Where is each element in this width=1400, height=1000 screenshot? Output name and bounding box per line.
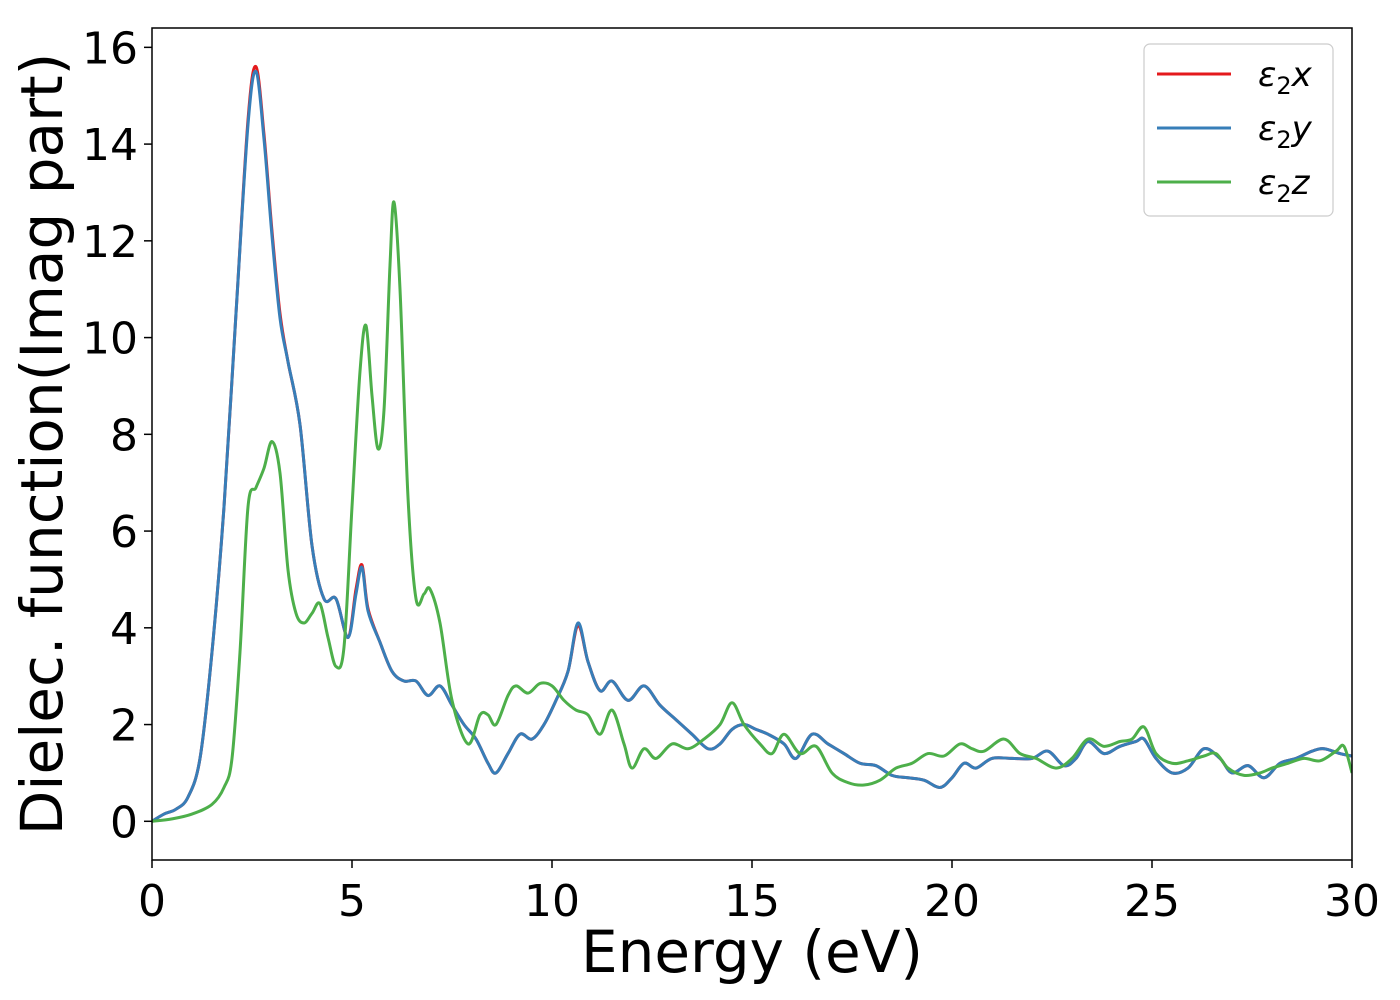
x-tick-label: 25 xyxy=(1124,876,1180,927)
y-tick-label: 16 xyxy=(82,23,138,74)
x-tick-label: 20 xyxy=(924,876,980,927)
y-tick-label: 12 xyxy=(82,217,138,268)
y-tick-label: 0 xyxy=(110,797,138,848)
x-axis-label: Energy (eV) xyxy=(581,918,923,986)
y-tick-label: 6 xyxy=(110,507,138,558)
legend-box xyxy=(1143,43,1334,217)
y-tick-label: 14 xyxy=(82,120,138,171)
series-layer xyxy=(152,65,1352,823)
x-tick-label: 0 xyxy=(138,876,166,927)
series-line-y xyxy=(152,69,1352,823)
ticks-layer: 0 5 10 15 20 25 30 0 2 4 6 8 10 12 14 16 xyxy=(82,23,1380,927)
x-tick-label: 15 xyxy=(724,876,780,927)
x-tick-label: 30 xyxy=(1324,876,1380,927)
y-axis-label: Dielec. function(Imag part) xyxy=(8,53,76,836)
y-tick-label: 8 xyxy=(110,410,138,461)
legend-label-x: ε2x xyxy=(1258,55,1313,100)
y-tick-label: 4 xyxy=(110,604,138,655)
y-tick-label: 2 xyxy=(110,701,138,752)
legend: ε2x ε2y ε2z xyxy=(1143,43,1334,217)
y-tick-label: 10 xyxy=(82,314,138,365)
x-tick-label: 5 xyxy=(338,876,366,927)
x-tick-label: 10 xyxy=(524,876,580,927)
legend-label-y: ε2y xyxy=(1258,109,1313,154)
legend-label-z: ε2z xyxy=(1258,163,1311,208)
series-line-z xyxy=(152,200,1352,823)
